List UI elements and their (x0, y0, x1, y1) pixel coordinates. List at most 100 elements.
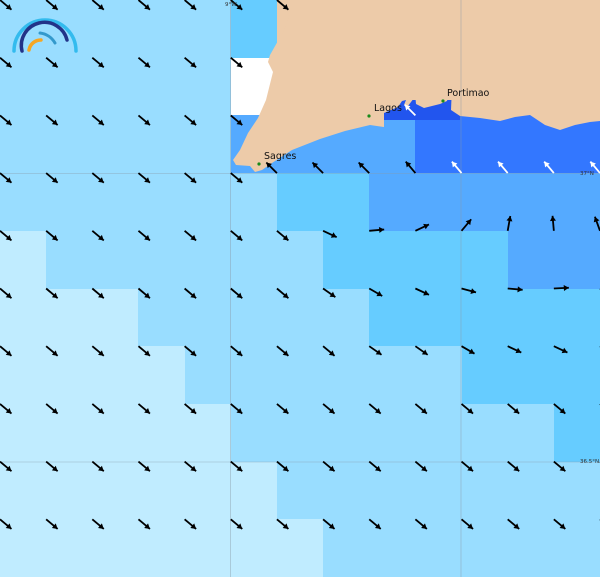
arrow-head (51, 177, 58, 183)
wave-arrow (0, 403, 13, 415)
wave-cell-pale (138, 115, 185, 173)
arrow-head (5, 61, 12, 68)
wave-arrow (184, 172, 197, 184)
arrow-head (144, 61, 150, 68)
wave-arrow (414, 518, 428, 530)
wave-cell-pale (92, 58, 138, 115)
arrow-head (98, 523, 104, 529)
wave-arrow (137, 57, 151, 69)
wave-cell-very_pale (92, 289, 138, 346)
wave-arrow (230, 230, 243, 242)
wave-cell-pale (92, 115, 138, 173)
wave-arrow (137, 114, 151, 126)
wave-arrow (553, 518, 566, 530)
arrow-head (329, 291, 336, 298)
wave-arrow (137, 403, 151, 415)
wave-cell-light (415, 231, 462, 289)
wave-arrow (405, 161, 417, 174)
wave-cell-very_pale (0, 231, 46, 289)
wave-arrow (91, 345, 105, 357)
arrow-head (5, 523, 12, 529)
wave-cell-pale (323, 289, 369, 346)
wave-arrow (589, 161, 600, 174)
wave-arrow (593, 216, 600, 232)
wave-cell-pale (508, 404, 554, 462)
arrow-head (236, 350, 243, 356)
city-label: Lagos (374, 103, 402, 114)
city-sagres[interactable]: Sagres (257, 151, 296, 166)
wave-cell-pale (92, 231, 138, 289)
wave-cell-light (277, 173, 323, 231)
lat-label-37n: 37°N (580, 171, 594, 177)
arrow-head (51, 523, 58, 529)
arrow-head (421, 465, 427, 472)
arrow-head (51, 408, 58, 414)
wave-arrow (276, 230, 289, 242)
wave-cell-pale (369, 519, 415, 577)
arrow-head (561, 347, 568, 354)
city-portimao[interactable]: Portimao (441, 88, 490, 103)
wave-cell-pale (231, 346, 277, 404)
arrow-head (376, 290, 383, 297)
arrow-head (513, 465, 520, 472)
wave-arrow (322, 403, 336, 415)
wave-arrow (369, 226, 385, 233)
wave-arrow (460, 403, 474, 415)
arrow-head (470, 288, 477, 294)
wave-cell-very_pale (46, 462, 92, 519)
wave-arrow (45, 0, 59, 11)
wave-arrow (507, 403, 520, 415)
wave-arrow (230, 518, 243, 530)
city-dot (367, 114, 371, 118)
wave-cell-pale (138, 173, 185, 231)
wave-arrow (45, 403, 59, 415)
arrow-head (236, 292, 243, 299)
wave-arrow (543, 161, 555, 174)
wave-cell-very_pale (185, 462, 231, 519)
wave-cell-light (508, 289, 554, 346)
wave-cell-pale (138, 231, 185, 289)
arrow-head (467, 408, 474, 414)
arrow-head (282, 523, 289, 529)
arrow-head (5, 292, 12, 299)
arrow-head (51, 350, 58, 356)
city-label: Sagres (264, 151, 296, 162)
arrow-head (190, 234, 197, 241)
wave-arrow (230, 0, 243, 11)
wave-arrow (276, 460, 289, 472)
wave-arrow (137, 0, 151, 11)
wave-cell-pale (231, 173, 277, 231)
wave-cell-pale (415, 519, 462, 577)
wave-cell-pale (92, 0, 138, 58)
wave-cell-light (462, 231, 508, 289)
wave-arrow (553, 284, 569, 291)
arrow-head (374, 465, 381, 472)
arrow-head (190, 292, 197, 299)
arrow-head (144, 350, 150, 356)
bay-sea (384, 100, 460, 120)
arrow-head (330, 232, 337, 238)
wave-cell-light (369, 289, 415, 346)
wave-arrow (451, 161, 463, 174)
arrow-head (236, 61, 243, 68)
arrow-head (405, 161, 412, 168)
arrow-head (468, 348, 475, 354)
wave-arrow (184, 230, 197, 242)
wave-cell-very_pale (0, 519, 46, 577)
wave-arrow (0, 57, 13, 69)
wave-arrow (91, 57, 105, 69)
arrow-head (236, 177, 243, 183)
wave-cell-medium (415, 173, 462, 231)
wave-arrow (322, 460, 336, 472)
wave-arrow (230, 287, 243, 299)
wave-arrow (497, 161, 509, 174)
arrow-head (328, 465, 335, 472)
arrow-head (190, 408, 197, 414)
wave-arrow (91, 403, 105, 415)
city-lagos[interactable]: Lagos (367, 103, 402, 118)
arrow-head (282, 234, 289, 241)
arrow-head (5, 408, 12, 414)
wave-cell-very_pale (231, 519, 277, 577)
